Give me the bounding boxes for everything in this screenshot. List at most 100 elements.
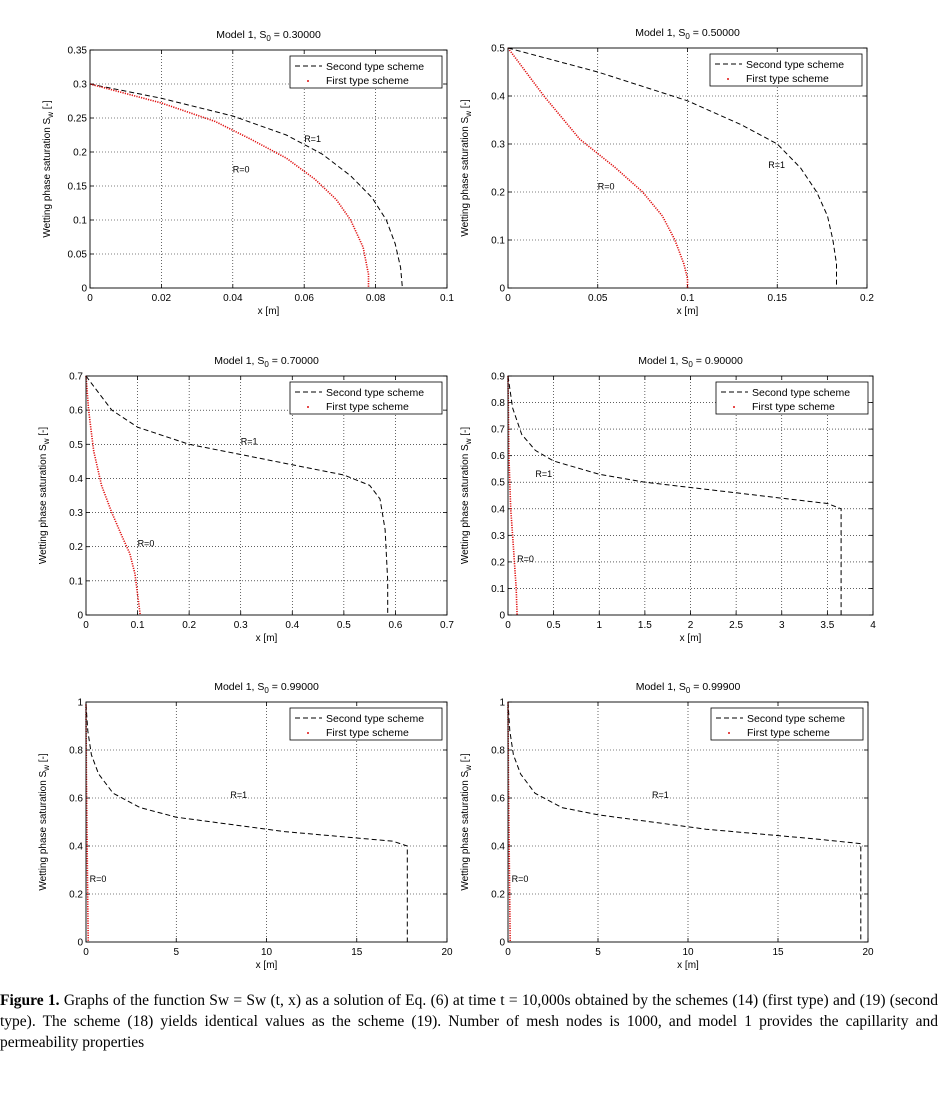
x-tick-label: 0.5 [337,620,351,631]
legend: Second type scheme First type scheme [289,381,443,415]
curve-annotation: R=0 [517,554,534,564]
y-tick-label: 0 [77,938,83,949]
chart-panel-3: 0 0.1 0.2 0.3 0.4 0.5 0.6 0.7 0 0.1 0.2 0.3 0.4 0.5 0.… [38,355,454,644]
y-tick-label: 0.2 [69,542,83,553]
legend-label-first: First type scheme [326,75,409,87]
chart-panel-6: 0 5 10 15 20 0 0.2 0.4 0.6 0.8 1 R=1 R=0 Second type … [460,681,874,971]
x-axis-label: x [m] [258,306,280,317]
y-tick-label: 0.1 [73,216,87,227]
y-tick-label: 0.8 [491,746,505,757]
legend-swatch-first [733,406,735,408]
legend-box [715,381,869,415]
curve-annotation: R=0 [512,874,529,884]
curve-annotation: R=0 [138,539,155,549]
y-tick-label: 0.6 [491,794,505,805]
y-tick-label: 0.4 [69,842,83,853]
x-tick-label: 0.02 [152,293,172,304]
x-tick-label: 0.3 [234,620,248,631]
y-tick-label: 0.4 [69,474,83,485]
axes-frame [507,375,874,616]
x-axis-label: x [m] [680,633,702,644]
plot-area [86,376,447,615]
y-tick-label: 0.2 [491,188,505,199]
y-tick-label: 0.1 [491,584,505,595]
x-tick-label: 1.5 [638,620,652,631]
x-tick-label: 0 [505,293,511,304]
series-second-type [507,375,842,615]
y-axis-label: Wetting phase saturation Sw [-] [42,100,55,238]
x-tick-label: 0 [87,293,93,304]
y-tick-label: 0.6 [491,451,505,462]
x-tick-label: 0.05 [588,293,608,304]
chart-title: Model 1, S0 = 0.70000 [214,355,319,369]
x-tick-label: 2.5 [729,620,743,631]
x-tick-label: 0 [505,947,511,958]
chart-panel-4: 0 0.5 1 1.5 2 2.5 3 3.5 4 0 0.1 0.2 0.3 0.4 0.5 0.6 0.7 0… [460,355,876,644]
y-tick-label: 0.05 [68,250,88,261]
x-tick-label: 2 [688,620,694,631]
curve-annotation: R=1 [230,790,247,800]
series-second-type [89,83,403,289]
y-tick-label: 0.4 [491,92,505,103]
y-tick-label: 0.8 [69,746,83,757]
y-tick-label: 0.2 [73,148,87,159]
y-axis-label: Wetting phase saturation Sw [-] [38,753,51,891]
x-tick-label: 0.1 [131,620,145,631]
curve-annotation: R=1 [768,160,785,170]
y-axis-label: Wetting phase saturation Sw [-] [460,753,473,891]
y-tick-label: 0.15 [68,182,88,193]
x-axis-label: x [m] [677,960,699,971]
series-first-type [507,375,518,616]
axes-frame [85,375,448,616]
series-first-type [507,47,689,288]
chart-panel-2: 0 0.05 0.1 0.15 0.2 0 0.1 0.2 0.3 0.4 0.5 R=1 R=0 Sec… [460,27,874,317]
legend-label-second: Second type scheme [747,713,845,725]
x-tick-label: 5 [173,947,179,958]
legend-label-first: First type scheme [747,727,830,739]
caption-text: Graphs of the function Sw = Sw (t, x) as… [0,992,938,1051]
x-axis-label: x [m] [256,633,278,644]
legend: Second type scheme First type scheme [289,55,443,89]
legend-label-first: First type scheme [326,727,409,739]
x-tick-label: 0.1 [681,293,695,304]
x-tick-label: 0.6 [388,620,402,631]
series-first-type [507,702,511,943]
legend-swatch-first [307,406,309,408]
legend-label-first: First type scheme [752,401,835,413]
y-tick-label: 0.2 [491,890,505,901]
y-tick-label: 0 [81,284,87,295]
axes-frame [507,701,869,943]
y-tick-label: 0 [499,284,505,295]
legend-swatch-first [728,732,730,734]
legend-swatch-first [307,732,309,734]
figure-charts: 0 0.02 0.04 0.06 0.08 0.100.050.10.150.20.250… [38,27,876,971]
y-tick-label: 0.3 [73,80,87,91]
x-tick-label: 5 [595,947,601,958]
y-tick-label: 1 [77,698,83,709]
series-second-type [507,702,862,942]
chart-title: Model 1, S0 = 0.99000 [214,681,319,695]
y-tick-label: 0.6 [69,406,83,417]
chart-title: Model 1, S0 = 0.30000 [216,29,321,43]
legend-box [289,707,443,741]
axes-frame [507,47,868,289]
legend-label-second: Second type scheme [752,387,850,399]
y-tick-label: 1 [499,698,505,709]
y-axis-label: Wetting phase saturation Sw [-] [460,427,473,565]
chart-title: Model 1, S0 = 0.50000 [635,27,740,41]
caption-label: Figure 1. [0,992,60,1009]
y-tick-label: 0.7 [69,372,83,383]
y-tick-label: 0.1 [491,236,505,247]
y-tick-label: 0 [499,938,505,949]
curve-annotation: R=1 [304,134,321,144]
y-tick-label: 0.5 [491,478,505,489]
x-tick-label: 0.04 [223,293,243,304]
curve-annotation: R=0 [233,164,250,174]
x-axis-label: x [m] [677,306,699,317]
curve-annotation: R=0 [598,182,615,192]
y-tick-label: 0.35 [68,46,88,57]
x-tick-label: 0 [83,620,89,631]
x-tick-label: 3.5 [820,620,834,631]
y-tick-label: 0 [499,611,505,622]
legend-box [289,381,443,415]
